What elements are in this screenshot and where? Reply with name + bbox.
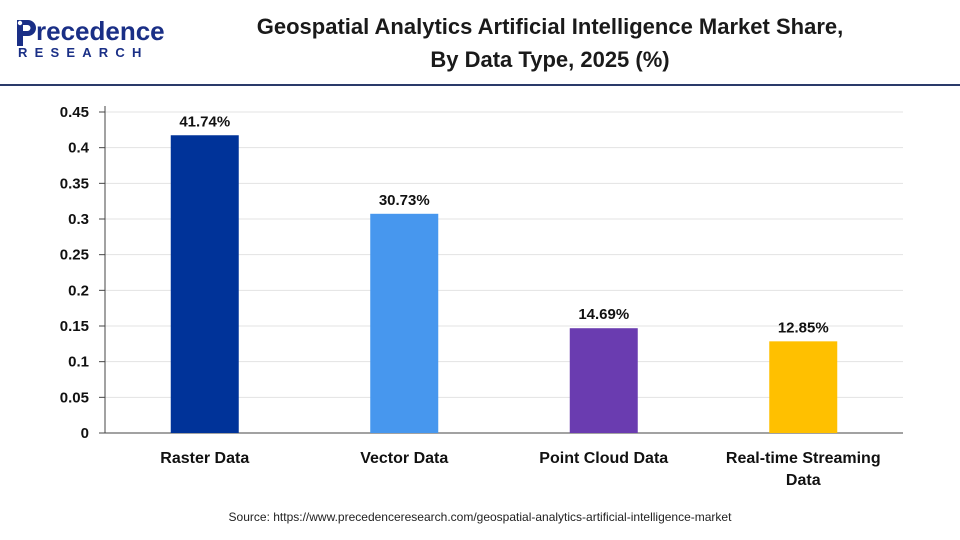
bar-chart: 0 0.05 0.1 0.15 0.2 0.25 0.3 0.35 0.4 0.45 41.74% R… xyxy=(60,104,903,489)
x-tick-label: Data xyxy=(786,472,821,489)
bar xyxy=(569,328,638,433)
data-label: 41.74% xyxy=(179,113,230,130)
x-tick-label: Real-time Streaming xyxy=(726,450,881,467)
data-label: 14.69% xyxy=(578,306,629,323)
chart-title: Geospatial Analytics Artificial Intellig… xyxy=(200,10,900,76)
y-tick-label: 0.2 xyxy=(68,282,89,299)
y-tick-label: 0.4 xyxy=(68,140,90,157)
y-tick-label: 0.05 xyxy=(60,389,89,406)
bar xyxy=(769,341,838,433)
x-tick-label: Raster Data xyxy=(160,450,249,467)
data-label: 12.85% xyxy=(778,319,829,336)
y-tick-label: 0.25 xyxy=(60,247,89,264)
y-tick-label: 0.35 xyxy=(60,175,89,192)
x-tick-label: Vector Data xyxy=(360,450,448,467)
bar xyxy=(170,135,239,433)
y-tick-label: 0.15 xyxy=(60,318,89,335)
chart-title-line-2: By Data Type, 2025 (%) xyxy=(430,47,670,72)
data-label: 30.73% xyxy=(379,192,430,209)
chart-title-line-1: Geospatial Analytics Artificial Intellig… xyxy=(256,14,844,39)
y-tick-label: 0.45 xyxy=(60,104,89,121)
brand-subtitle: RESEARCH xyxy=(18,45,149,60)
bar xyxy=(370,213,439,433)
header-divider xyxy=(0,84,960,86)
y-tick-label: 0 xyxy=(81,425,89,442)
y-tick-label: 0.3 xyxy=(68,211,89,228)
y-tick-label: 0.1 xyxy=(68,354,89,371)
x-tick-label: Point Cloud Data xyxy=(539,450,668,467)
brand-logo: recedence RESEARCH xyxy=(14,16,165,64)
source-note: Source: https://www.precedenceresearch.c… xyxy=(228,510,732,524)
brand-name: recedence xyxy=(36,16,165,46)
precedence-p-icon xyxy=(17,20,36,46)
